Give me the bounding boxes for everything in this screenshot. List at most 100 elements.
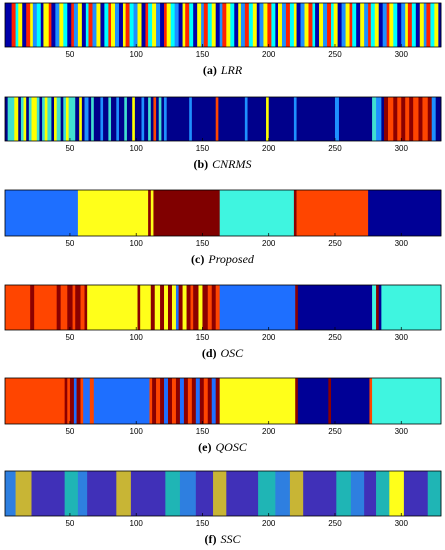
bar-segment — [376, 285, 380, 330]
bar-segment — [199, 378, 205, 424]
bar-segment — [393, 97, 398, 141]
bar-segment — [315, 3, 320, 47]
bar-segment — [116, 471, 132, 516]
bar-segment — [80, 378, 84, 424]
caption-name: OSC — [221, 346, 245, 360]
bar-segment — [222, 3, 227, 47]
bar-segment — [219, 3, 223, 47]
bar-segment — [185, 3, 190, 47]
bar-segment — [26, 3, 31, 47]
bar-segment — [96, 3, 101, 47]
x-tick-label: 200 — [262, 144, 276, 153]
bar-segment — [431, 97, 437, 141]
bar-segment — [137, 285, 141, 330]
subfigure-caption: (d) OSC — [202, 346, 244, 360]
bar-segment — [296, 3, 301, 47]
x-tick-label: 50 — [65, 333, 74, 342]
bar-segment — [141, 3, 146, 47]
bar-segment — [389, 3, 394, 47]
subfigure-caption: (a) LRR — [203, 63, 243, 77]
x-tick-label: 150 — [196, 239, 210, 248]
caption-name: LRR — [220, 63, 243, 77]
bar-segment — [79, 97, 83, 141]
bar-segment — [389, 471, 405, 516]
bar-segment — [168, 285, 173, 330]
bar-segment — [281, 3, 287, 47]
bar-segment — [75, 285, 81, 330]
bar-segment — [430, 3, 435, 47]
bar-segment — [378, 285, 382, 330]
bar-segment — [296, 97, 336, 141]
bar-segment — [59, 3, 64, 47]
bar-segment — [352, 3, 357, 47]
x-tick-label: 250 — [328, 50, 342, 59]
bar-segment — [293, 97, 297, 141]
bar-segment — [381, 97, 385, 141]
bar-segment — [30, 285, 35, 330]
x-tick-label: 250 — [328, 427, 342, 436]
bar-segment — [418, 97, 423, 141]
bar-segment — [160, 378, 165, 424]
bar-segment — [319, 3, 324, 47]
x-tick-label: 250 — [328, 144, 342, 153]
x-tick-label: 300 — [395, 144, 409, 153]
bar-segment — [413, 97, 419, 141]
caption-name: Proposed — [207, 252, 255, 266]
bar-segment — [219, 378, 296, 424]
caption-label: (b) — [193, 157, 208, 171]
x-tick-label: 100 — [130, 427, 144, 436]
bar-segment — [76, 378, 81, 424]
bar-segment — [438, 3, 442, 47]
bar-segment — [104, 3, 109, 47]
bar-segment — [378, 3, 384, 47]
bar-segment — [51, 3, 56, 47]
bar-segment — [252, 3, 258, 47]
bar-segment — [14, 97, 19, 141]
bar-segment — [285, 3, 291, 47]
bar-segment — [182, 3, 186, 47]
x-tick-label: 100 — [130, 144, 144, 153]
bar-segment — [211, 3, 217, 47]
bar-segment — [84, 97, 89, 141]
bar-segment — [150, 97, 154, 141]
bar-segment — [64, 378, 68, 424]
bar-segment — [405, 3, 409, 47]
bar-segment — [156, 3, 161, 47]
bar-segment — [148, 190, 152, 236]
bar-segment — [336, 471, 352, 516]
bar-segment — [60, 97, 64, 141]
bar-segment — [80, 285, 85, 330]
bar-segment — [67, 285, 73, 330]
plot-frame — [4, 96, 442, 142]
bar-segment — [161, 97, 165, 141]
bar-segment — [423, 3, 427, 47]
x-tick-label: 150 — [196, 427, 210, 436]
bar-segment — [150, 190, 154, 236]
bar-segment — [178, 285, 183, 330]
bar-segment — [226, 471, 259, 516]
bar-segment — [93, 378, 150, 424]
bar-segment — [91, 97, 95, 141]
bar-segment — [189, 97, 193, 141]
bar-segment — [5, 378, 65, 424]
bar-segment — [268, 97, 295, 141]
chart-2: 50 100 150 200 250 300 (b) CNRMS — [4, 96, 442, 171]
bar-segment — [338, 97, 373, 141]
bar-segment — [118, 3, 124, 47]
bar-segment — [73, 378, 77, 424]
bar-segment — [63, 3, 68, 47]
bar-segment — [11, 3, 16, 47]
bar-segment — [308, 3, 313, 47]
bar-segment — [337, 3, 342, 47]
subfigure-caption: (f) SSC — [204, 532, 241, 546]
x-tick-label: 250 — [328, 519, 342, 528]
bar-segment — [407, 3, 413, 47]
chart-4: 50 100 150 200 250 300 (d) OSC — [4, 284, 442, 360]
bar-segment — [295, 285, 299, 330]
bar-segment — [154, 285, 161, 330]
bar-segment — [164, 97, 168, 141]
bar-segment — [111, 97, 117, 141]
bar-segment — [26, 97, 30, 141]
bar-segment — [43, 3, 50, 47]
bar-segment — [179, 471, 197, 516]
